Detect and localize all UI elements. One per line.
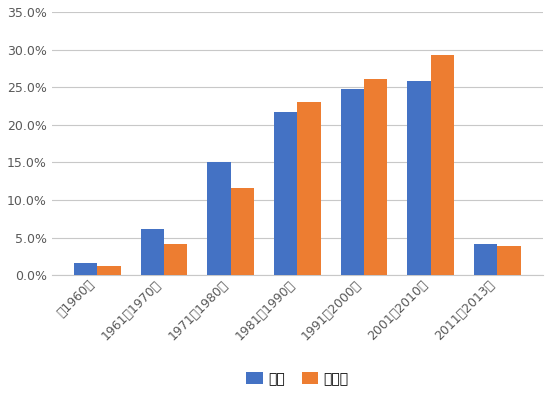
Bar: [408, 81, 431, 275]
Bar: [97, 266, 120, 275]
Bar: [141, 229, 164, 275]
Bar: [474, 244, 497, 275]
Bar: [274, 112, 298, 275]
Bar: [74, 263, 97, 275]
Bar: [298, 102, 321, 275]
Bar: [497, 246, 521, 275]
Bar: [364, 79, 387, 275]
Bar: [230, 188, 254, 275]
Legend: 横浜, 港北区: 横浜, 港北区: [240, 367, 354, 392]
Bar: [431, 55, 454, 275]
Bar: [340, 89, 364, 275]
Bar: [207, 162, 230, 275]
Bar: [164, 244, 188, 275]
